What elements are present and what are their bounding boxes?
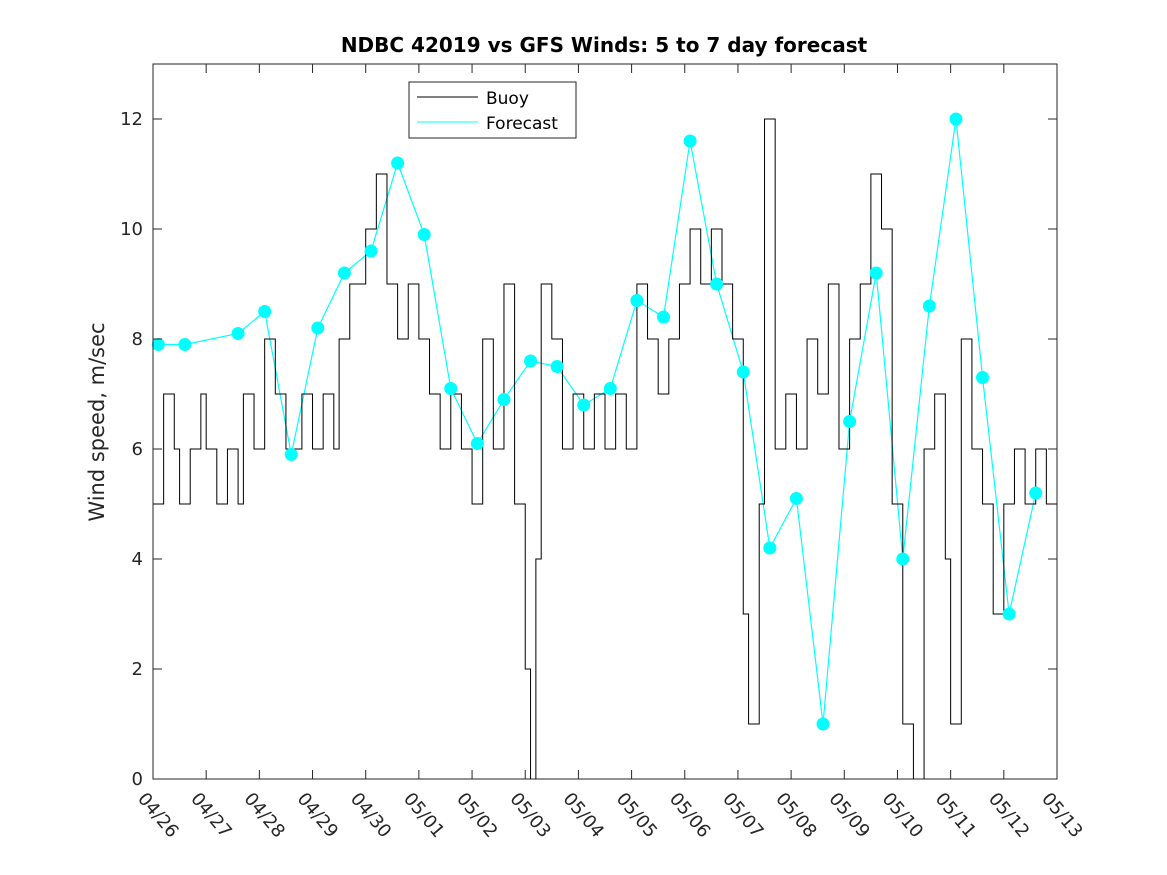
forecast-point — [763, 541, 777, 555]
x-tick-label: 04/30 — [346, 789, 395, 842]
y-tick-label: 12 — [120, 109, 143, 130]
x-tick-label: 04/29 — [293, 789, 342, 842]
y-tick-label: 2 — [132, 659, 143, 680]
forecast-point — [603, 382, 617, 395]
legend-label-forecast: Forecast — [486, 114, 558, 134]
x-tick-label: 05/12 — [984, 789, 1033, 842]
forecast-point — [364, 244, 378, 258]
x-tick-label: 05/05 — [612, 789, 661, 842]
forecast-point — [710, 277, 724, 291]
x-tick-label: 04/26 — [133, 789, 182, 842]
y-axis-label: Wind speed, m/sec — [85, 322, 109, 521]
x-tick-label: 05/11 — [931, 789, 980, 842]
forecast-point — [896, 552, 910, 566]
x-tick-label: 05/02 — [452, 789, 501, 842]
forecast-point — [922, 299, 936, 313]
forecast-point — [417, 228, 431, 241]
x-tick-label: 05/13 — [1037, 789, 1086, 842]
legend-box — [408, 81, 577, 139]
forecast-point — [630, 294, 644, 307]
forecast-point — [1029, 486, 1043, 500]
forecast-point — [736, 365, 750, 379]
y-tick-label: 8 — [132, 329, 143, 350]
y-tick-label: 6 — [132, 439, 143, 460]
forecast-point — [869, 266, 883, 280]
forecast-point — [976, 371, 990, 384]
x-tick-label: 04/28 — [240, 789, 289, 842]
forecast-point — [231, 327, 245, 340]
forecast-point — [1002, 607, 1016, 621]
forecast-point — [178, 338, 192, 351]
y-tick-label: 4 — [132, 549, 143, 570]
forecast-point — [949, 112, 963, 126]
buoy-series-line — [153, 118, 1058, 780]
plot-area — [151, 112, 1058, 780]
forecast-point — [683, 134, 697, 148]
forecast-point — [470, 437, 484, 450]
x-tick-label: 05/06 — [665, 789, 714, 842]
forecast-point — [789, 492, 803, 505]
legend: Buoy Forecast — [408, 81, 577, 139]
x-tick-label: 05/01 — [399, 789, 448, 842]
x-tick-label: 05/08 — [771, 789, 820, 842]
forecast-point — [311, 321, 325, 335]
legend-label-buoy: Buoy — [486, 89, 529, 109]
x-tick-label: 05/09 — [824, 789, 873, 842]
forecast-series-line — [158, 118, 1037, 725]
forecast-point — [843, 415, 857, 428]
forecast-point — [656, 310, 670, 324]
x-tick-label: 05/04 — [559, 789, 608, 842]
x-tick-label: 05/03 — [505, 789, 554, 842]
forecast-point — [497, 393, 511, 406]
y-tick-label: 10 — [120, 219, 143, 240]
y-tick-label: 0 — [132, 769, 143, 790]
forecast-point — [550, 360, 564, 373]
forecast-point — [524, 354, 538, 368]
forecast-point — [391, 156, 405, 170]
forecast-point — [258, 305, 272, 318]
forecast-point — [444, 382, 458, 395]
forecast-point — [284, 448, 298, 461]
plot-frame — [152, 63, 1058, 780]
chart-title: NDBC 42019 vs GFS Winds: 5 to 7 day fore… — [341, 33, 868, 57]
forecast-point — [816, 717, 830, 731]
forecast-point — [577, 398, 591, 412]
x-tick-label: 05/07 — [718, 789, 767, 842]
forecast-point — [337, 266, 351, 280]
forecast-point — [151, 338, 165, 351]
x-tick-label: 05/10 — [878, 789, 927, 842]
x-tick-label: 04/27 — [186, 789, 235, 842]
